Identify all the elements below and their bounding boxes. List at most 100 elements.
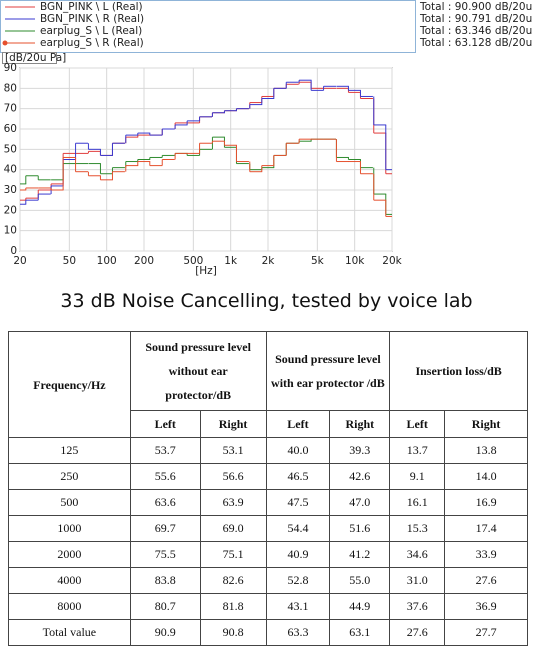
heading: 33 dB Noise Cancelling, tested by voice … bbox=[60, 290, 473, 312]
table-cell: 2000 bbox=[8, 541, 131, 568]
x-tick-label: 10k bbox=[345, 255, 365, 267]
table-cell: 42.6 bbox=[329, 463, 391, 490]
y-label-box bbox=[2, 52, 57, 64]
table-cell: 90.9 bbox=[129, 619, 201, 646]
table-cell: 81.8 bbox=[199, 593, 267, 620]
legend-total: Total : 90.900 dB/20u Pa bbox=[419, 1, 533, 13]
y-tick-label: 10 bbox=[4, 225, 17, 237]
x-tick-label: 20 bbox=[13, 255, 26, 267]
table-cell: 13.8 bbox=[444, 437, 528, 464]
table-cell: 55.6 bbox=[129, 463, 201, 490]
table-cell: 47.0 bbox=[329, 489, 391, 516]
table-cell: 83.8 bbox=[129, 567, 201, 594]
legend-label: earplug_S \ R (Real) bbox=[40, 37, 144, 49]
table-cell: 54.4 bbox=[265, 515, 331, 542]
x-tick-label: 20k bbox=[382, 255, 402, 267]
table-cell: 75.5 bbox=[129, 541, 201, 568]
table-cell: 53.1 bbox=[199, 437, 267, 464]
x-tick-label: 2k bbox=[262, 255, 276, 267]
table-cell: 14.0 bbox=[444, 463, 528, 490]
table-cell: Left bbox=[389, 410, 446, 438]
table-cell: Sound pressure level without ear protect… bbox=[129, 331, 267, 411]
table-row: 250 55.6 56.6 46.5 42.6 9.1 14.0 bbox=[8, 463, 528, 490]
table-row: Frequency/Hz Sound pressure level without… bbox=[8, 331, 528, 438]
table-cell: 31.0 bbox=[389, 567, 446, 594]
table-row: 500 63.6 63.9 47.5 47.0 16.1 16.9 bbox=[8, 489, 528, 516]
table-cell: 9.1 bbox=[389, 463, 446, 490]
legend-box bbox=[0, 0, 416, 53]
y-tick-label: 0 bbox=[10, 245, 17, 257]
table-row: 125 53.7 53.1 40.0 39.3 13.7 13.8 bbox=[8, 437, 528, 464]
table-cell: 75.1 bbox=[199, 541, 267, 568]
table-cell: 43.1 bbox=[265, 593, 331, 620]
x-tick-label: 100 bbox=[97, 255, 117, 267]
table-cell: 52.8 bbox=[265, 567, 331, 594]
table-cell: 41.2 bbox=[329, 541, 391, 568]
legend-marker bbox=[2, 40, 8, 46]
table-row: Total value 90.9 90.8 63.3 63.1 27.6 27.7 bbox=[8, 619, 528, 646]
legend-label: BGN_PINK \ R (Real) bbox=[40, 13, 144, 25]
table-cell: 40.9 bbox=[265, 541, 331, 568]
table-cell: 69.0 bbox=[199, 515, 267, 542]
table-row: Left Right Left Right Left Right bbox=[9, 410, 528, 438]
table-cell: 16.9 bbox=[444, 489, 528, 516]
y-tick-label: 50 bbox=[4, 143, 17, 155]
y-tick-label: 30 bbox=[4, 184, 17, 196]
y-axis-label: [dB/20u Pa] bbox=[5, 52, 66, 64]
table-cell: Left bbox=[129, 410, 201, 438]
legend-total: Total : 63.128 dB/20u Pa bbox=[419, 37, 533, 49]
table-cell: 82.6 bbox=[199, 567, 267, 594]
table-cell: 13.7 bbox=[389, 437, 446, 464]
table-cell: 15.3 bbox=[389, 515, 446, 542]
table-cell: 36.9 bbox=[444, 593, 528, 620]
table-cell: 500 bbox=[8, 489, 131, 516]
x-tick-label: 1k bbox=[224, 255, 238, 267]
table-cell: 47.5 bbox=[265, 489, 331, 516]
table-cell: 37.6 bbox=[389, 593, 446, 620]
table-cell: 125 bbox=[8, 437, 131, 464]
table-cell: 46.5 bbox=[265, 463, 331, 490]
y-tick-label: 70 bbox=[4, 103, 17, 115]
x-tick-label: 200 bbox=[134, 255, 154, 267]
table-cell: 63.1 bbox=[329, 619, 391, 646]
legend-label: earplug_S \ L (Real) bbox=[40, 25, 142, 37]
table-cell: 27.7 bbox=[444, 619, 528, 646]
table-cell: Left bbox=[265, 410, 331, 438]
table-cell: Right bbox=[444, 410, 528, 438]
y-tick-label: 20 bbox=[4, 204, 17, 216]
table-row: 4000 83.8 82.6 52.8 55.0 31.0 27.6 bbox=[8, 567, 528, 594]
table-cell: 27.6 bbox=[444, 567, 528, 594]
chart: [dB/20u Pa] [Hz] 0 10 20 30 40 50 60 70 80 90 20 50… bbox=[0, 0, 533, 277]
table-cell: 27.6 bbox=[389, 619, 446, 646]
x-axis-label: [Hz] bbox=[195, 265, 217, 277]
x-tick-label: 500 bbox=[183, 255, 203, 267]
table-cell: 34.6 bbox=[389, 541, 446, 568]
x-tick-label: 5k bbox=[311, 255, 325, 267]
table-cell: 51.6 bbox=[329, 515, 391, 542]
table-cell: 80.7 bbox=[129, 593, 201, 620]
table-cell: 69.7 bbox=[129, 515, 201, 542]
table-cell: Insertion loss/dB bbox=[389, 331, 528, 411]
legend-label: BGN_PINK \ L (Real) bbox=[40, 1, 143, 13]
table-row: 2000 75.5 75.1 40.9 41.2 34.6 33.9 bbox=[8, 541, 528, 568]
table-cell: Frequency/Hz bbox=[8, 331, 131, 438]
table-cell: 8000 bbox=[8, 593, 131, 620]
table-cell: 90.8 bbox=[199, 619, 267, 646]
table-cell: 250 bbox=[8, 463, 131, 490]
table-cell: Total value bbox=[8, 619, 131, 646]
x-tick-label: 50 bbox=[63, 255, 76, 267]
table-cell: 1000 bbox=[8, 515, 131, 542]
y-tick-label: 40 bbox=[4, 164, 17, 176]
y-tick-label: 90 bbox=[4, 62, 17, 74]
table-cell: 44.9 bbox=[329, 593, 391, 620]
table-cell: 56.6 bbox=[199, 463, 267, 490]
table-cell: 55.0 bbox=[329, 567, 391, 594]
y-tick-label: 80 bbox=[4, 82, 17, 94]
legend-total: Total : 63.346 dB/20u Pa bbox=[419, 25, 533, 37]
table-row: 1000 69.7 69.0 54.4 51.6 15.3 17.4 bbox=[8, 515, 528, 542]
table-cell: 39.3 bbox=[329, 437, 391, 464]
table-cell: 63.6 bbox=[129, 489, 201, 516]
table-cell: 63.9 bbox=[199, 489, 267, 516]
table-cell: Sound pressure level with ear protector … bbox=[265, 331, 391, 411]
